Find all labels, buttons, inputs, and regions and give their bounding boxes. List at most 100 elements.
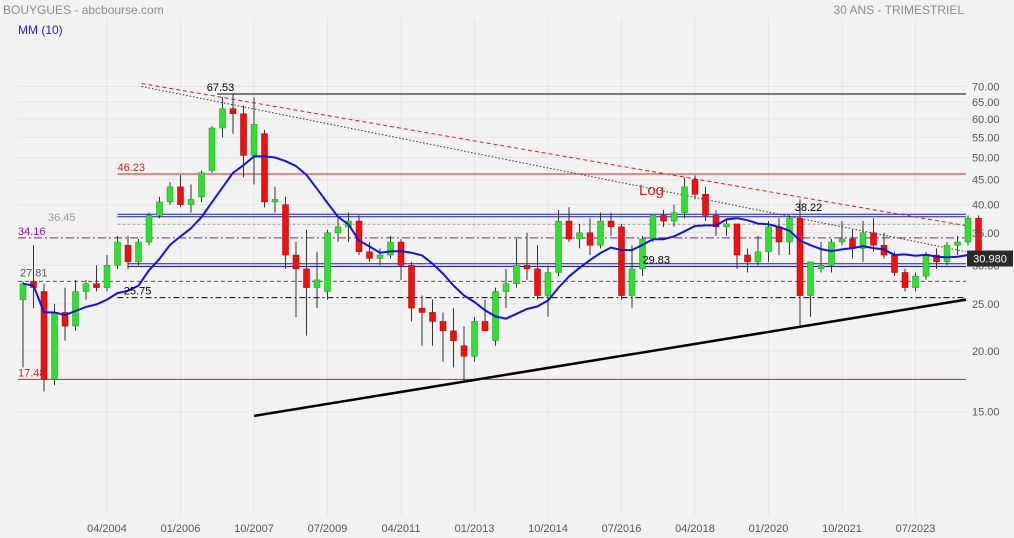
- candles-layer: [19, 94, 982, 392]
- candle-body: [817, 265, 825, 270]
- candle-body: [544, 272, 552, 296]
- y-tick-label: 25.00: [972, 299, 1000, 311]
- candle-body: [219, 108, 226, 129]
- candle-body: [397, 241, 405, 266]
- candle-body: [51, 312, 58, 380]
- candle-body: [796, 217, 804, 296]
- candle-body: [366, 251, 373, 259]
- label-36-45: 36.45: [48, 212, 76, 224]
- candle-body: [418, 307, 426, 313]
- candle-body: [523, 265, 531, 270]
- x-tick-label: 04/2011: [382, 523, 421, 535]
- axis-layer: 15.0020.0025.0030.0035.0040.0045.0050.00…: [87, 81, 1013, 535]
- candle-body: [649, 215, 657, 240]
- candle-body: [408, 265, 415, 309]
- candle-body: [565, 220, 573, 240]
- candle-body: [912, 275, 919, 288]
- candle-body: [691, 179, 699, 195]
- candle-body: [240, 113, 247, 156]
- candle-body: [271, 199, 279, 203]
- candle-body: [576, 232, 583, 240]
- lines-layer: [18, 82, 967, 418]
- candle-body: [103, 265, 111, 288]
- header-title: BOUYGUES - abcbourse.com: [3, 3, 164, 17]
- trendline-down-dotted: [141, 85, 967, 253]
- candle-body: [660, 215, 667, 222]
- candle-body: [61, 312, 69, 327]
- candle-body: [870, 232, 877, 246]
- candle-body: [712, 215, 720, 228]
- label-17-48: 17.48: [18, 367, 46, 379]
- symbol-name: BOUYGUES: [3, 3, 72, 17]
- y-tick-label: 60.00: [972, 114, 1000, 126]
- candle-body: [723, 223, 730, 228]
- x-tick-label: 01/2013: [455, 523, 495, 535]
- candle-body: [513, 265, 520, 284]
- y-tick-label: 45.00: [972, 175, 1000, 187]
- candle-body: [93, 283, 100, 288]
- candle-body: [114, 241, 121, 266]
- candle-body: [891, 254, 898, 273]
- candle-body: [502, 283, 510, 292]
- x-tick-label: 07/2016: [602, 523, 642, 535]
- candle-body: [387, 241, 394, 256]
- candle-body: [439, 321, 447, 332]
- candle-body: [901, 272, 909, 288]
- candle-body: [313, 279, 321, 288]
- candle-body: [733, 223, 741, 256]
- y-tick-label: 40.00: [972, 200, 1000, 212]
- y-tick-label: 55.00: [972, 132, 1000, 144]
- candle-body: [334, 226, 342, 234]
- candle-body: [628, 268, 636, 296]
- indicator-legend: MM (10): [18, 23, 63, 37]
- candle-body: [639, 238, 646, 270]
- candle-body: [597, 220, 604, 246]
- x-tick-label: 07/2023: [896, 523, 936, 535]
- label-67-53: 67.53: [207, 82, 235, 94]
- candle-body: [282, 204, 289, 256]
- candle-body: [303, 268, 310, 288]
- candle-body: [229, 108, 237, 115]
- candle-body: [607, 220, 615, 228]
- candle-body: [40, 291, 48, 380]
- candle-body: [450, 330, 457, 341]
- label-34-16: 34.16: [18, 226, 46, 238]
- candle-body: [933, 254, 940, 263]
- candle-body: [555, 220, 562, 273]
- candle-body: [670, 212, 678, 222]
- candle-body: [744, 254, 751, 263]
- x-tick-label: 01/2006: [161, 523, 201, 535]
- label-25-75: 25.75: [124, 286, 152, 298]
- last-price-label: 30.980: [973, 254, 1007, 266]
- candle-body: [72, 291, 79, 327]
- label-46-23: 46.23: [118, 162, 146, 174]
- candle-body: [166, 186, 174, 203]
- candle-body: [481, 321, 489, 332]
- candle-body: [156, 201, 163, 216]
- x-tick-label: 04/2004: [87, 523, 127, 535]
- moving-average-line: [22, 155, 979, 320]
- trendline-up: [253, 298, 967, 418]
- period-label: 30 ANS - TRIMESTRIEL: [833, 3, 964, 17]
- label-27-81: 27.81: [20, 267, 48, 279]
- candle-body: [775, 226, 783, 243]
- x-tick-label: 10/2007: [234, 523, 274, 535]
- candle-body: [376, 254, 384, 259]
- x-tick-label: 10/2014: [528, 523, 568, 535]
- y-tick-label: 50.00: [972, 152, 1000, 164]
- candle-body: [429, 312, 436, 322]
- candle-body: [838, 238, 846, 243]
- source-site: abcbourse.com: [81, 3, 164, 17]
- candle-body: [618, 226, 625, 296]
- candle-body: [145, 215, 153, 243]
- x-tick-label: 01/2020: [749, 523, 789, 535]
- candle-body: [765, 226, 772, 252]
- last-price-box: [967, 250, 1013, 267]
- log-label: Log: [639, 182, 664, 199]
- candle-body: [208, 127, 216, 171]
- candle-body: [828, 241, 835, 266]
- candle-body: [807, 261, 814, 296]
